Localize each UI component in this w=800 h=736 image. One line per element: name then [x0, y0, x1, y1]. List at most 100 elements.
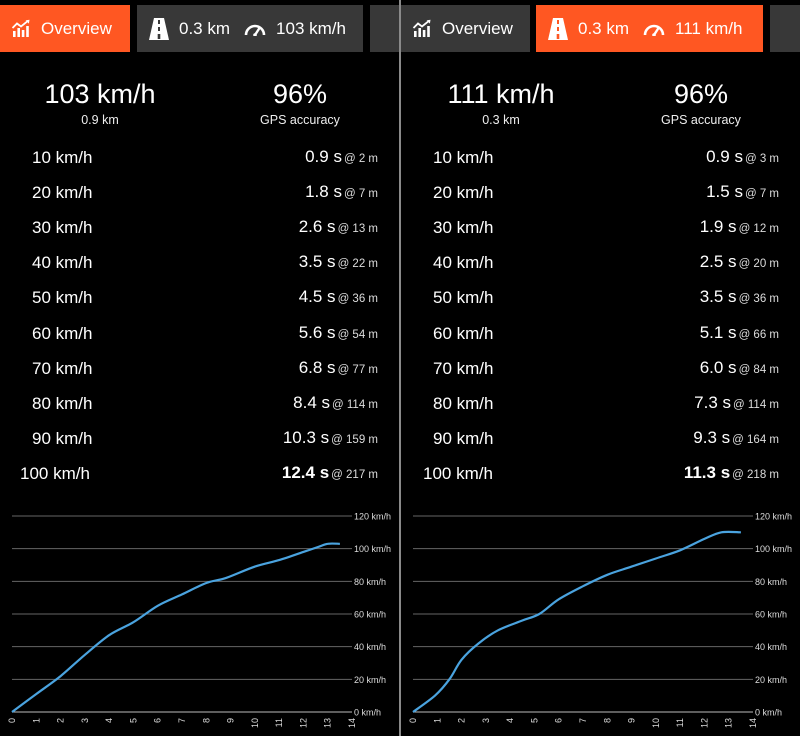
split-target-speed: 30 km/h — [32, 218, 93, 238]
split-result: 1.8 s @ 7 m — [305, 182, 378, 202]
tab-next-partial[interactable] — [770, 5, 800, 52]
y-tick-label: 120 km/h — [354, 512, 391, 522]
x-tick-label: 6 — [153, 718, 163, 723]
split-distance: @ 7 m — [343, 188, 378, 201]
tab-run[interactable]: 0.3 km 103 km/h — [137, 5, 363, 52]
x-tick-label: 7 — [177, 718, 187, 723]
split-time: 6.8 s — [298, 357, 336, 377]
split-target-speed: 40 km/h — [433, 253, 494, 273]
x-tick-label: 6 — [554, 718, 564, 723]
split-row: 60 km/h 5.1 s @ 66 m — [401, 318, 800, 352]
split-time: 1.8 s — [305, 182, 342, 202]
split-row: 100 km/h 12.4 s @ 217 m — [0, 458, 399, 492]
split-row: 90 km/h 10.3 s @ 159 m — [0, 423, 399, 457]
x-tick-label: 8 — [602, 718, 612, 723]
tab-bar: Overview 0.3 km 103 km/h — [0, 0, 399, 52]
x-tick-label: 4 — [104, 718, 114, 723]
gps-accuracy-label: GPS accuracy — [260, 113, 340, 127]
tab-run[interactable]: 0.3 km 111 km/h — [536, 5, 763, 52]
x-tick-label: 11 — [274, 718, 284, 727]
split-row: 10 km/h 0.9 s @ 2 m — [0, 142, 399, 176]
y-tick-label: 20 km/h — [354, 675, 386, 685]
split-distance: @ 218 m — [732, 468, 779, 481]
chart-trend-icon — [11, 19, 30, 37]
x-tick-label: 10 — [250, 718, 260, 728]
tab-next-partial[interactable] — [370, 5, 399, 52]
panel-divider — [399, 0, 401, 736]
run-summary: 111 km/h 0.3 km 96% GPS accuracy — [401, 78, 800, 128]
split-distance: @ 22 m — [337, 258, 378, 271]
split-target-speed: 60 km/h — [32, 323, 93, 343]
x-tick-label: 14 — [347, 718, 357, 728]
split-distance: @ 13 m — [337, 223, 378, 236]
split-distance: @ 2 m — [343, 153, 378, 165]
summary-top-speed: 111 km/h 0.3 km — [401, 78, 601, 128]
x-tick-label: 9 — [627, 718, 637, 723]
split-row: 30 km/h 2.6 s @ 13 m — [0, 212, 399, 246]
split-time: 8.4 s — [293, 392, 331, 412]
split-time: 5.6 s — [298, 322, 336, 342]
split-result: 0.9 s @ 2 m — [305, 147, 378, 167]
split-target-speed: 100 km/h — [20, 463, 90, 483]
split-result: 1.5 s @ 7 m — [706, 182, 779, 202]
split-row: 20 km/h 1.8 s @ 7 m — [0, 177, 399, 211]
summary-gps: 96% GPS accuracy — [200, 78, 399, 128]
split-result: 4.5 s @ 36 m — [299, 287, 378, 307]
y-tick-label: 20 km/h — [755, 675, 787, 685]
split-row: 20 km/h 1.5 s @ 7 m — [401, 177, 800, 211]
split-target-speed: 100 km/h — [423, 463, 493, 483]
split-result: 8.4 s @ 114 m — [293, 393, 378, 413]
split-time: 6.0 s — [699, 357, 737, 377]
split-time: 0.9 s — [706, 147, 743, 166]
split-distance: @ 54 m — [337, 328, 378, 341]
y-tick-label: 120 km/h — [755, 512, 792, 522]
y-tick-label: 40 km/h — [354, 642, 386, 652]
top-speed-value: 111 km/h — [447, 79, 555, 109]
x-tick-label: 5 — [128, 718, 138, 723]
x-tick-label: 8 — [201, 718, 211, 723]
x-tick-label: 2 — [56, 718, 66, 723]
split-distance: @ 164 m — [732, 433, 779, 446]
split-time: 1.9 s — [699, 217, 737, 237]
x-tick-label: 10 — [651, 718, 661, 728]
split-target-speed: 20 km/h — [32, 183, 93, 203]
top-speed-value: 103 km/h — [44, 79, 156, 109]
split-result: 7.3 s @ 114 m — [694, 393, 779, 413]
y-tick-label: 100 km/h — [354, 544, 391, 554]
split-target-speed: 90 km/h — [433, 428, 494, 448]
split-target-speed: 70 km/h — [433, 358, 494, 378]
split-distance: @ 20 m — [738, 258, 779, 271]
tab-overview[interactable]: Overview — [0, 5, 130, 52]
split-time: 10.3 s — [282, 427, 330, 447]
split-distance: @ 77 m — [337, 363, 378, 376]
split-result: 9.3 s @ 164 m — [693, 428, 779, 448]
split-result: 1.9 s @ 12 m — [700, 217, 779, 237]
split-row: 10 km/h 0.9 s @ 3 m — [401, 142, 800, 176]
y-tick-label: 60 km/h — [354, 610, 386, 620]
split-distance: @ 36 m — [337, 293, 378, 306]
split-row: 30 km/h 1.9 s @ 12 m — [401, 212, 800, 246]
speed-series-line — [412, 530, 741, 713]
x-tick-label: 4 — [505, 718, 515, 723]
run-panel-left: Overview 0.3 km 103 km/h 103 km/h 0.9 km — [0, 0, 399, 736]
summary-top-speed: 103 km/h 0.9 km — [0, 78, 200, 128]
split-time: 2.6 s — [298, 217, 336, 237]
tab-overview-label: Overview — [442, 18, 513, 38]
road-icon — [149, 17, 169, 40]
x-tick-label: 13 — [323, 718, 333, 728]
split-result: 3.5 s @ 36 m — [700, 287, 779, 307]
split-result: 12.4 s @ 217 m — [282, 463, 378, 483]
split-time: 3.5 s — [699, 287, 737, 307]
split-time: 2.5 s — [699, 252, 737, 272]
split-time: 0.9 s — [305, 147, 342, 166]
split-result: 3.5 s @ 22 m — [299, 252, 378, 272]
tab-run-speed: 111 km/h — [675, 18, 743, 38]
gps-accuracy-value: 96% — [673, 79, 729, 109]
distance-value: 0.3 km — [482, 113, 520, 127]
tab-run-distance: 0.3 km — [578, 18, 630, 38]
tab-overview[interactable]: Overview — [401, 5, 530, 52]
distance-value: 0.9 km — [81, 113, 119, 127]
split-row: 40 km/h 3.5 s @ 22 m — [0, 247, 399, 281]
split-distance: @ 84 m — [738, 363, 779, 376]
speed-series-line — [11, 542, 340, 713]
